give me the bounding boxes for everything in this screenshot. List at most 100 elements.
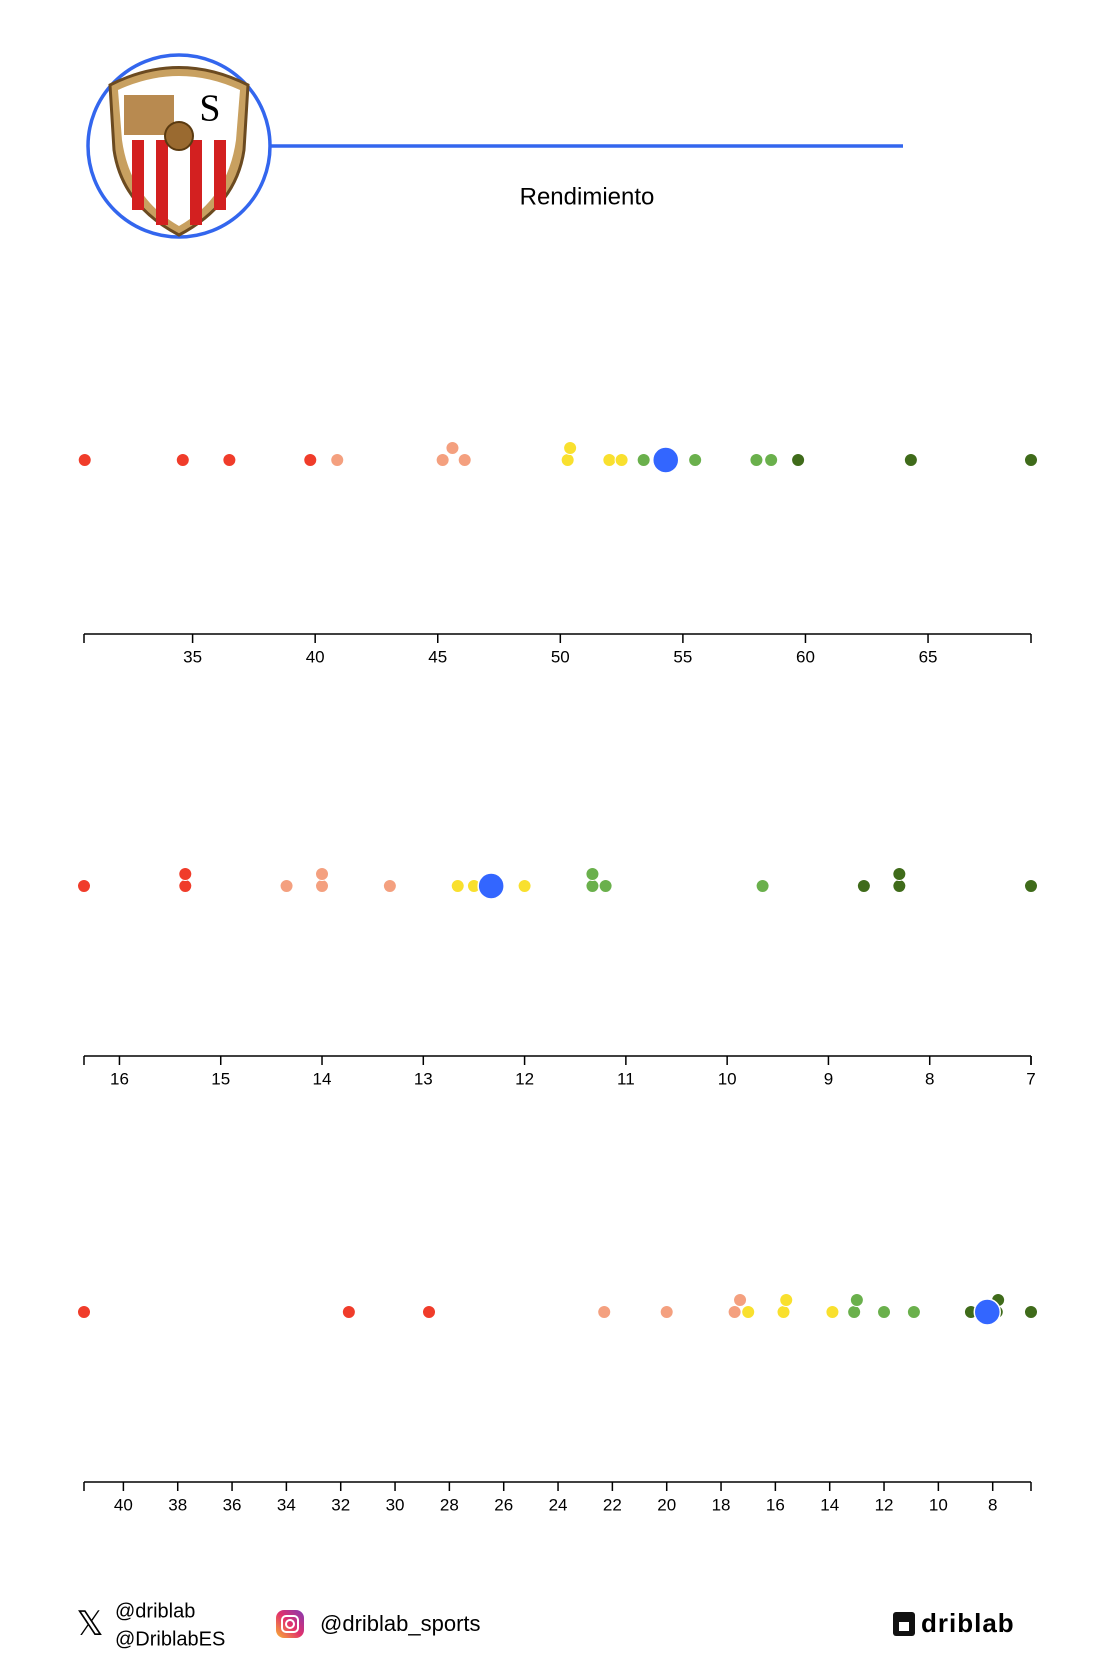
x-tick-label: 20 [657,1495,676,1514]
data-point [303,453,318,467]
x-tick-label: 50 [551,647,570,666]
x-tick-label: 12 [515,1069,534,1088]
data-point [849,1293,864,1307]
x-tick-label: 15 [211,1069,230,1088]
x-tick-label: 40 [306,647,325,666]
data-point [825,1305,840,1319]
data-point [659,1305,674,1319]
svg-text:S: S [199,88,220,130]
x-tick-label: 24 [549,1495,568,1514]
data-point [560,453,575,467]
data-point [382,879,397,893]
x-tick-label: 55 [673,647,692,666]
data-point [1024,453,1038,467]
x-tick-label: 16 [110,1069,129,1088]
x-tick-label: 45 [428,647,447,666]
x-handle: @DriblabES [115,1628,225,1650]
instagram-icon [276,1610,304,1638]
data-point [1024,879,1038,893]
data-point [563,441,578,455]
highlight-point [973,1298,1002,1326]
instagram-handle: @driblab_sports [320,1611,481,1636]
x-tick-label: 14 [820,1495,839,1514]
data-point [422,1305,437,1319]
x-tick-label: 12 [875,1495,894,1514]
data-point [77,1305,91,1319]
x-tick-label: 16 [766,1495,785,1514]
data-point [892,867,907,881]
data-point [776,1305,791,1319]
data-point [764,453,779,467]
data-point [779,1293,794,1307]
data-point [598,879,613,893]
data-point [222,453,237,467]
team-logo: S [86,53,903,239]
x-icon: 𝕏 [76,1605,103,1643]
data-point [178,879,193,893]
data-point [175,453,190,467]
x-tick-label: 14 [313,1069,332,1088]
data-point [457,453,472,467]
data-point [77,453,92,467]
data-point [585,867,600,881]
data-point [847,1305,862,1319]
highlight-point [651,446,680,474]
data-point [791,453,806,467]
brand: driblab [921,1608,1015,1638]
x-tick-label: 10 [929,1495,948,1514]
x-tick-label: 40 [114,1495,133,1514]
data-point [877,1305,892,1319]
x-tick-label: 8 [925,1069,934,1088]
data-point [315,879,330,893]
x-tick-label: 30 [386,1495,405,1514]
x-tick-label: 34 [277,1495,296,1514]
page-title: Rendimiento [520,183,655,210]
data-point [602,453,617,467]
x-tick-label: 32 [331,1495,350,1514]
data-point [892,879,907,893]
x-tick-label: 8 [988,1495,997,1514]
highlight-point [477,872,505,900]
x-tick-label: 35 [183,647,202,666]
x-tick-label: 10 [718,1069,737,1088]
data-point [445,441,460,455]
data-point [450,879,465,893]
x-tick-label: 18 [712,1495,731,1514]
data-point [279,879,294,893]
x-tick-label: 7 [1026,1069,1035,1088]
data-point [688,453,703,467]
data-point [741,1305,756,1319]
x-tick-label: 36 [223,1495,242,1514]
data-point [856,879,871,893]
x-tick-label: 11 [617,1069,635,1088]
data-point [1024,1305,1038,1319]
data-point [585,879,600,893]
data-point [178,867,193,881]
data-point [517,879,532,893]
x-tick-label: 60 [796,647,815,666]
x-tick-label: 22 [603,1495,622,1514]
data-point [77,879,91,893]
x-tick-label: 65 [919,647,938,666]
x-handle: @driblab [115,1600,195,1622]
data-point [435,453,450,467]
x-tick-label: 28 [440,1495,459,1514]
x-tick-label: 26 [494,1495,513,1514]
data-point [597,1305,612,1319]
data-point [341,1305,356,1319]
x-tick-label: 13 [414,1069,433,1088]
x-tick-label: 9 [824,1069,833,1088]
data-point [749,453,764,467]
footer: 𝕏 @driblab @DriblabES @driblab_sports dr… [76,1600,1015,1650]
data-point [906,1305,921,1319]
data-point [636,453,651,467]
data-point [330,453,345,467]
x-tick-label: 38 [168,1495,187,1514]
data-point [614,453,629,467]
data-point [733,1293,748,1307]
data-point [727,1305,742,1319]
data-point [755,879,770,893]
data-point [315,867,330,881]
